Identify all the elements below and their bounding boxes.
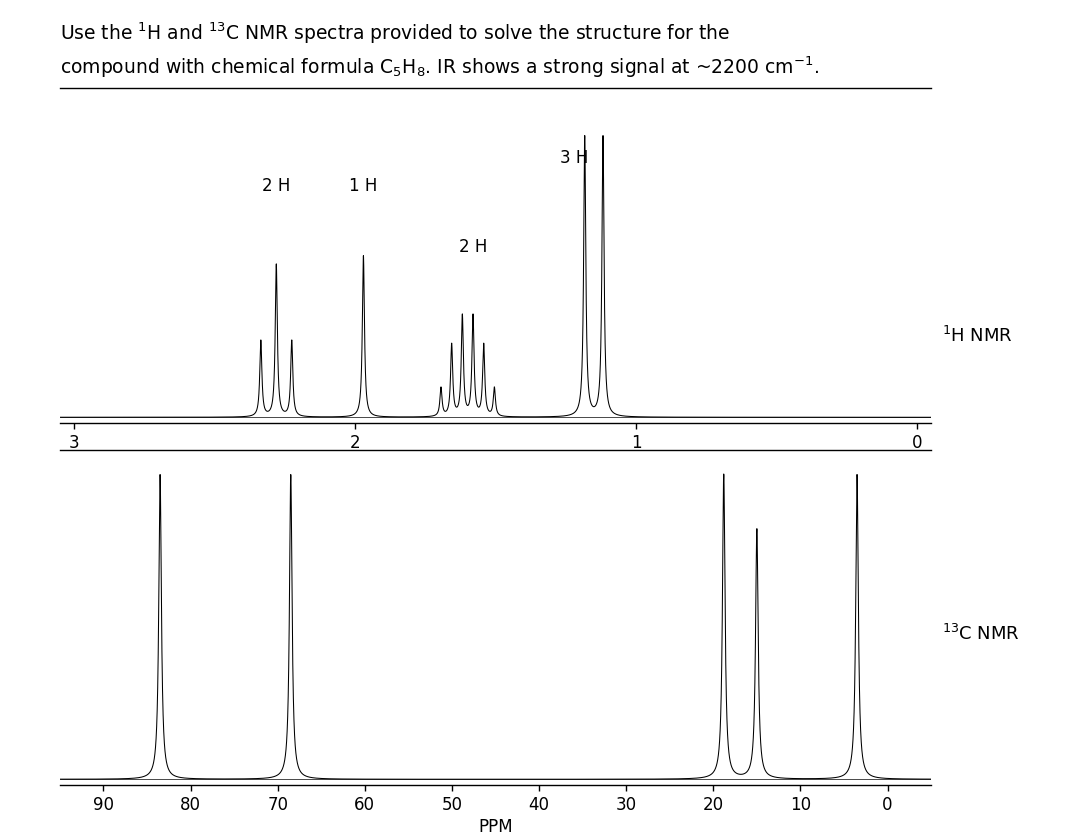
Text: 2 H: 2 H: [458, 238, 487, 256]
Text: 1 H: 1 H: [350, 177, 378, 195]
Text: 2 H: 2 H: [262, 177, 291, 195]
Text: Use the $^{1}$H and $^{13}$C NMR spectra provided to solve the structure for the: Use the $^{1}$H and $^{13}$C NMR spectra…: [60, 21, 730, 46]
Text: 3 H: 3 H: [560, 150, 588, 167]
Text: $^{1}$H NMR: $^{1}$H NMR: [942, 326, 1013, 346]
X-axis label: PPM: PPM: [478, 818, 513, 836]
Text: $^{13}$C NMR: $^{13}$C NMR: [942, 624, 1020, 644]
Text: compound with chemical formula C$_{5}$H$_{8}$. IR shows a strong signal at ~2200: compound with chemical formula C$_{5}$H$…: [60, 55, 819, 80]
X-axis label: PPM: PPM: [478, 456, 513, 474]
